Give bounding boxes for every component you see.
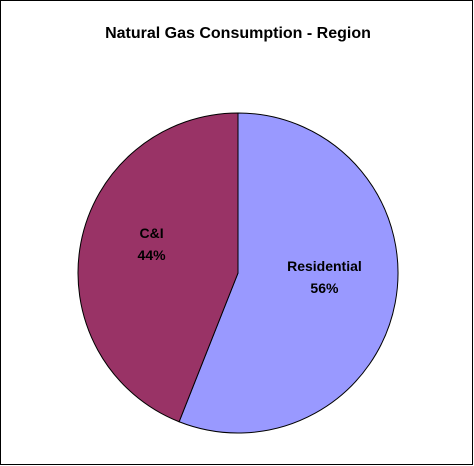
slice-category-label: C&I xyxy=(139,225,163,241)
pie-slice xyxy=(77,112,239,423)
pie-slice xyxy=(178,112,399,434)
slice-value-label: 56% xyxy=(310,280,339,296)
slice-value-label: 44% xyxy=(138,247,167,263)
slice-category-label: Residential xyxy=(287,258,362,274)
chart-title: Natural Gas Consumption - Region xyxy=(105,25,371,42)
